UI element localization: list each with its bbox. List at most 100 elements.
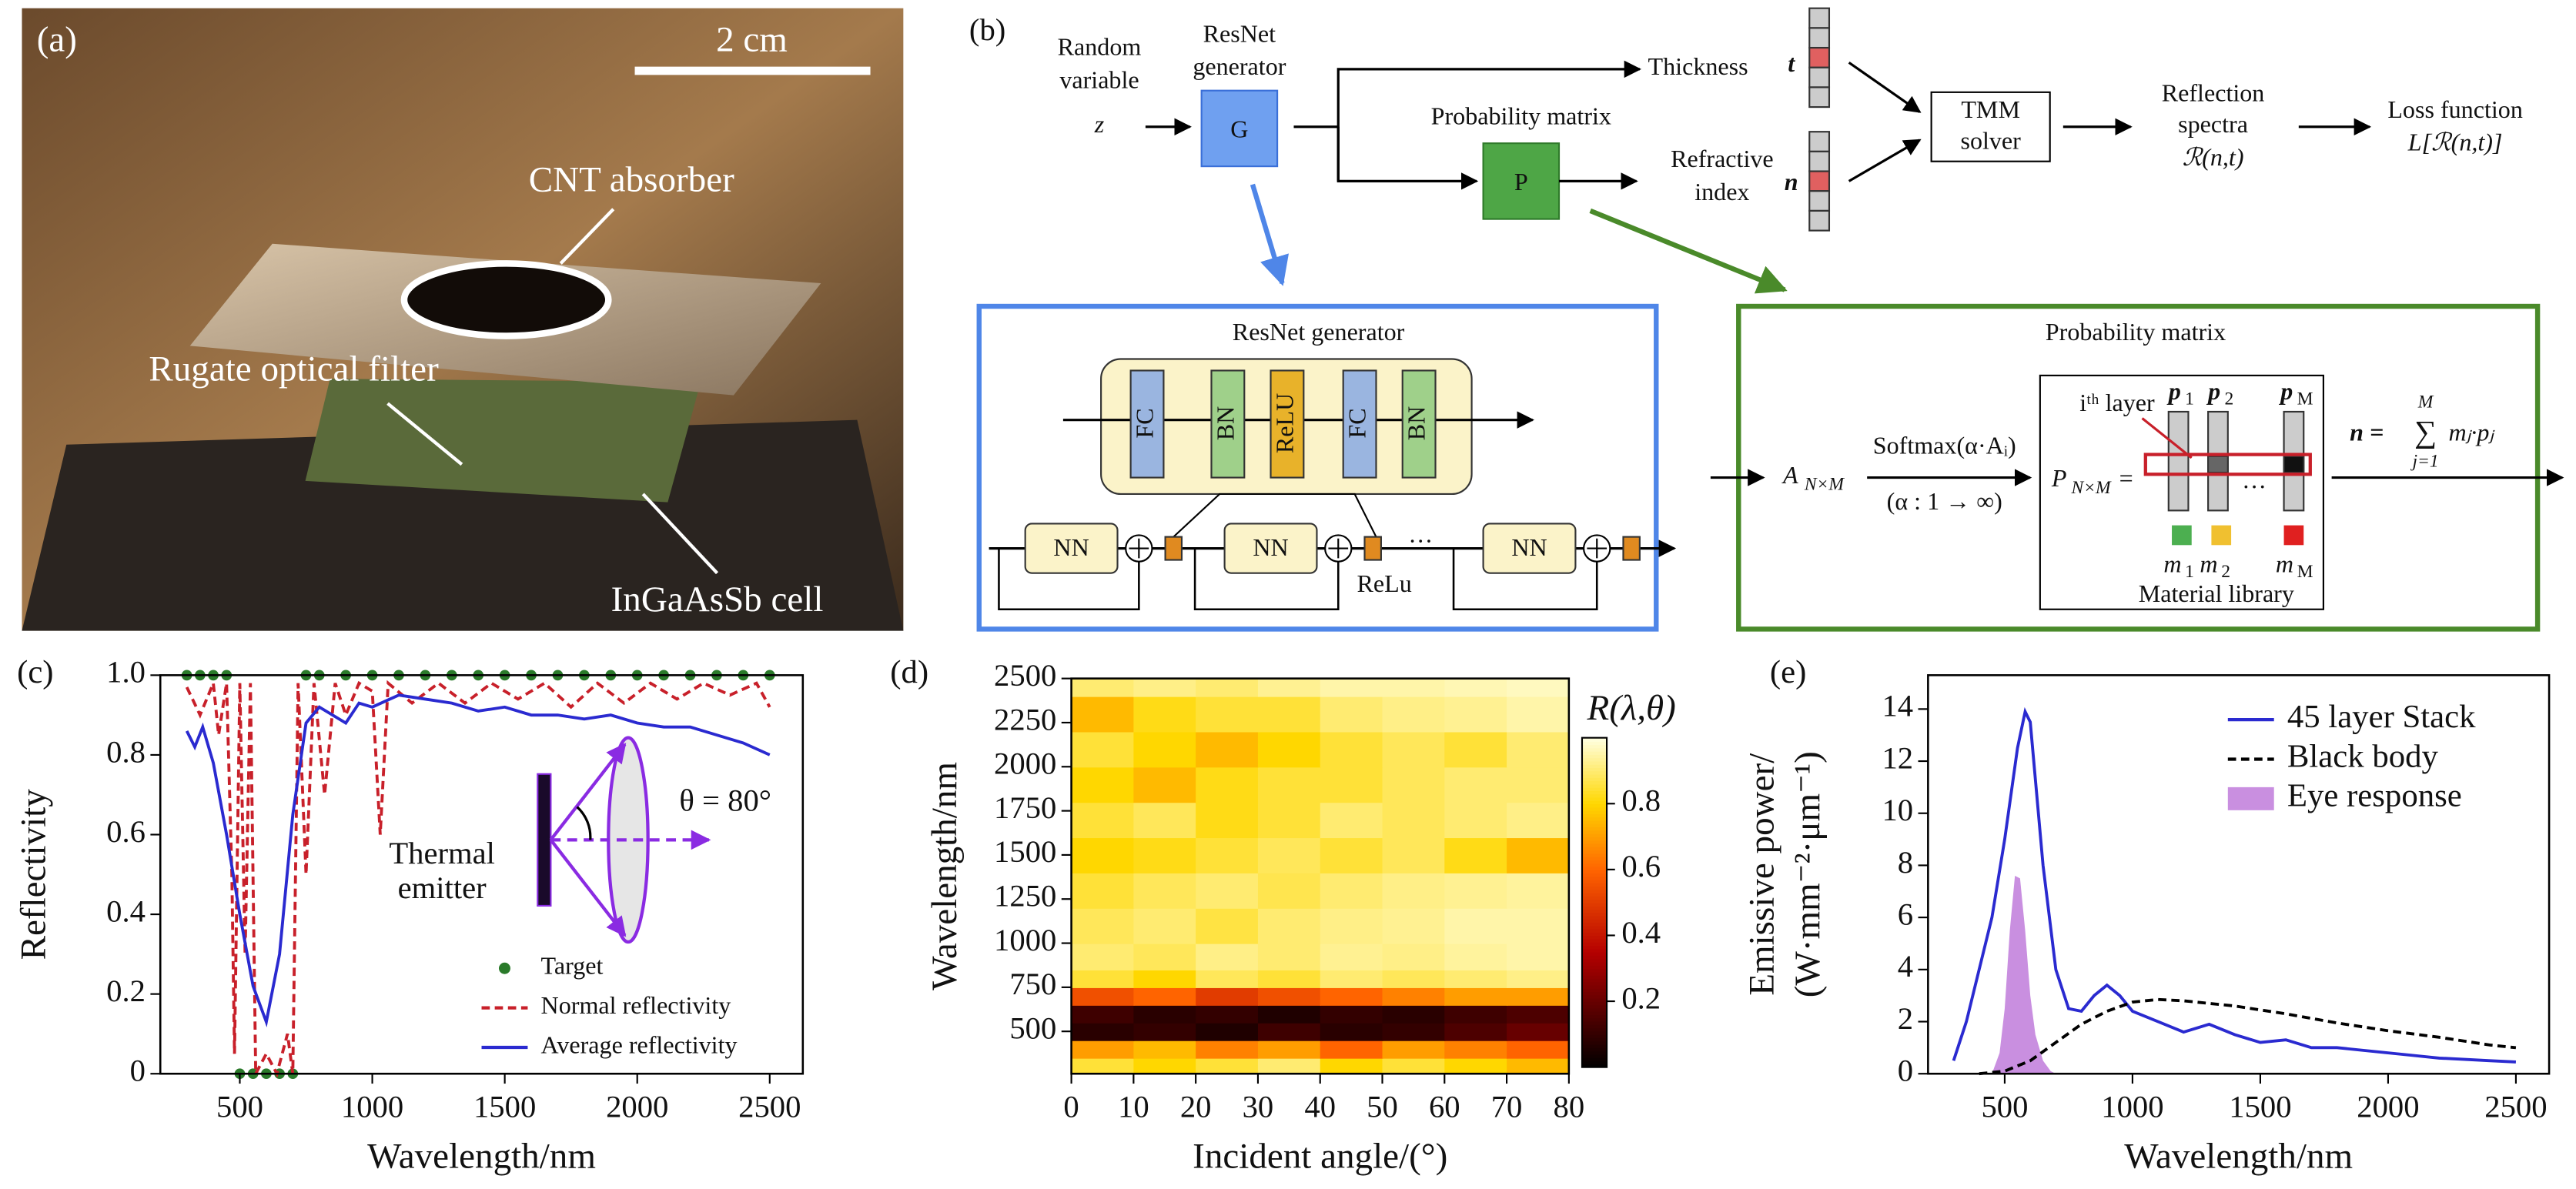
colorbar-step: [1581, 777, 1607, 782]
label: BN: [1211, 406, 1239, 441]
generator-box: [1200, 89, 1279, 168]
colorbar-step: [1581, 740, 1607, 746]
y-tick-label: 2000: [994, 746, 1056, 781]
cell: [1444, 1057, 1508, 1075]
cell: [1507, 907, 1570, 944]
annotation: emitter: [398, 870, 487, 905]
label: 2: [2225, 389, 2234, 409]
plot-frame: [1927, 674, 2551, 1075]
cell: [1382, 969, 1446, 988]
cell: [1196, 1022, 1260, 1041]
cell: [1196, 767, 1260, 803]
label: Random: [1058, 33, 1142, 61]
cell: [1196, 678, 1260, 697]
label: Probability matrix: [2046, 318, 2226, 346]
arrow: [1250, 183, 1289, 286]
cell: [1320, 1040, 1383, 1059]
cell: [1507, 943, 1570, 971]
label: p: [2166, 377, 2181, 405]
cell: [1071, 802, 1135, 839]
label: ReLu: [1357, 569, 1412, 597]
cell: [1196, 987, 1260, 1006]
y-tick-label: 1750: [994, 790, 1056, 825]
colorbar-step: [1581, 961, 1607, 966]
colorbar-step: [1581, 968, 1607, 973]
material: [2283, 525, 2304, 546]
x-tick-label: 60: [1429, 1090, 1460, 1124]
ray: [549, 839, 627, 937]
y-tick-label: 4: [1898, 949, 1913, 984]
cell: [1071, 987, 1135, 1006]
cell: [1257, 731, 1321, 768]
label: NN: [1253, 533, 1288, 561]
colorbar-step: [1581, 797, 1607, 801]
cell: [1320, 696, 1383, 733]
emitter-inset: Thermal emitter θ = 80°: [389, 736, 771, 944]
cell: [1071, 1022, 1135, 1041]
cell: [1257, 837, 1321, 873]
cell: [1257, 1022, 1321, 1041]
colorbar-step: [1581, 889, 1607, 893]
label: Loss function: [2387, 95, 2523, 123]
cell: [1507, 767, 1570, 803]
colorbar-step: [1581, 948, 1607, 953]
colorbar-step: [1581, 823, 1607, 828]
colorbar-step: [1581, 1017, 1607, 1022]
filter: [305, 379, 701, 503]
y-tick-label: 8: [1898, 845, 1913, 880]
colorbar-step: [1581, 757, 1607, 762]
label: t: [1788, 49, 1795, 77]
cell: [1444, 1022, 1508, 1041]
cell: [1196, 696, 1260, 733]
cell: [1071, 837, 1135, 873]
label: ResNet: [1203, 19, 1276, 47]
colorbar-step: [1581, 876, 1607, 880]
colorbar-step: [1581, 909, 1607, 913]
line: [1952, 706, 2517, 1064]
label: L[ℛ(n,t)]: [2407, 129, 2503, 156]
emitter: [537, 773, 552, 907]
colorbar-step: [1581, 928, 1607, 933]
diagram: (b) Random variable z ResNet generator G…: [969, 7, 2564, 632]
colorbar-step: [1581, 987, 1607, 993]
colorbar-step: [1581, 737, 1607, 742]
label: M: [2417, 392, 2434, 412]
colorbar-step: [1581, 1020, 1607, 1025]
colorbar-step: [1581, 951, 1607, 956]
y-tick-label: 0.4: [106, 893, 146, 928]
cell: [1071, 1040, 1135, 1059]
cell: [1507, 696, 1570, 733]
colorbar-step: [1581, 974, 1607, 979]
cell: [1133, 1057, 1197, 1075]
cell: [1133, 872, 1197, 909]
colorbar-tick-label: 0.8: [1621, 783, 1661, 818]
cell: [1320, 943, 1383, 971]
colorbar-step: [1581, 1064, 1607, 1068]
cell: [1257, 872, 1321, 909]
colorbar-step: [1581, 886, 1607, 890]
colorbar-step: [1581, 1007, 1607, 1012]
colorbar-label: R(λ,θ): [1586, 688, 1675, 728]
cell: [1196, 731, 1260, 768]
cell: [1382, 872, 1446, 909]
colorbar-step: [1581, 1047, 1607, 1052]
cell: [1320, 907, 1383, 944]
colorbar-step: [1581, 945, 1607, 950]
x-tick-label: 40: [1304, 1090, 1336, 1124]
cell: [1444, 802, 1508, 839]
colorbar-step: [1581, 1040, 1607, 1045]
line: [185, 693, 771, 1027]
material: [2211, 525, 2232, 546]
panel-label: (e): [1770, 654, 1806, 690]
label: iᵗʰ layer: [2079, 389, 2155, 416]
colorbar-step: [1581, 817, 1607, 821]
y-axis-label: Reflectivity: [14, 789, 54, 960]
legend-marker: [498, 962, 510, 974]
y-tick-label: 6: [1898, 897, 1913, 931]
colorbar-step: [1581, 763, 1607, 769]
cell: [1257, 969, 1321, 988]
cell: [1444, 872, 1508, 909]
colorbar-step: [1581, 1014, 1607, 1019]
cell: [1257, 1004, 1321, 1024]
cell: [1071, 696, 1135, 733]
